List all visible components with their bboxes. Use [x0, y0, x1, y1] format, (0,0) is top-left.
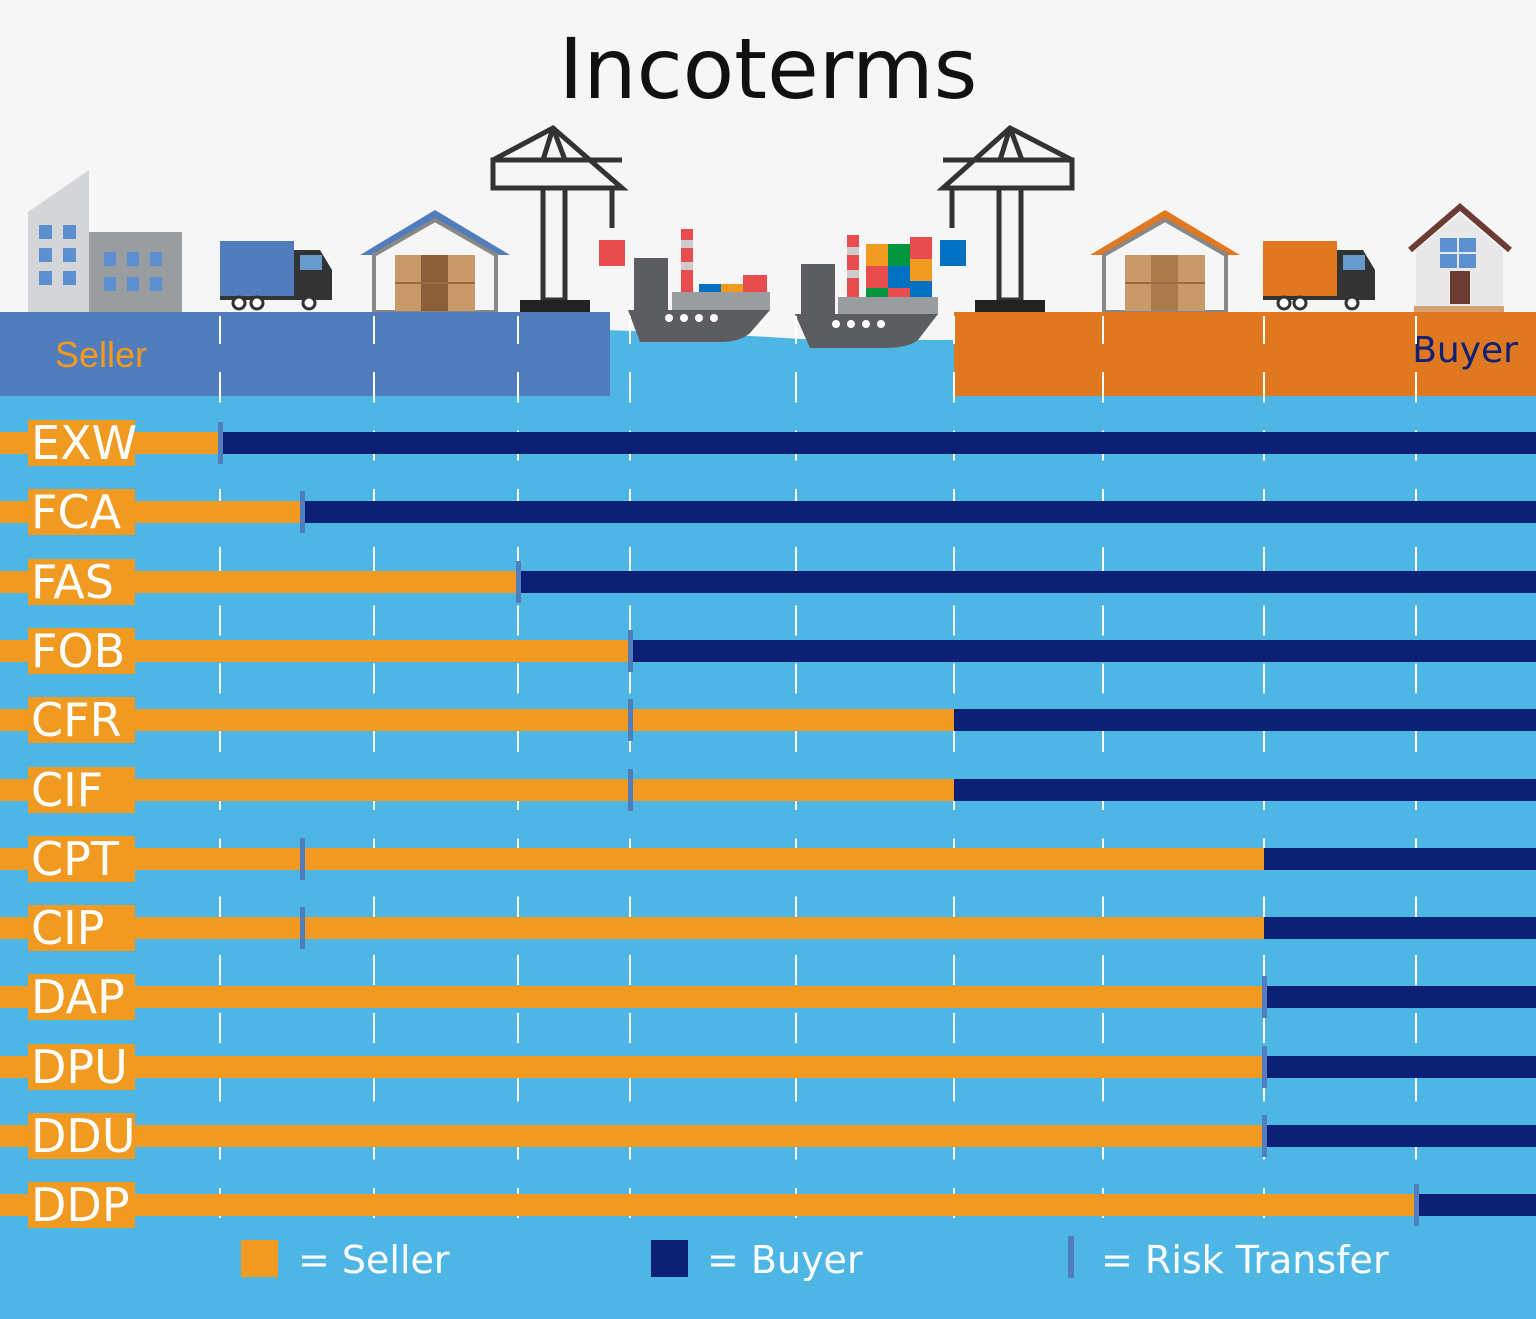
term-row-cif: CIF	[0, 766, 1536, 813]
buyer-responsibility-bar	[1264, 847, 1536, 870]
seller-responsibility-bar	[0, 986, 1264, 1009]
buyer-responsibility-bar	[1264, 1125, 1536, 1147]
ship-loading-icon	[628, 229, 770, 342]
term-row-fca: FCA	[0, 489, 1536, 536]
legend-risk-swatch	[1068, 1236, 1074, 1278]
legend-risk-label: = Risk Transfer	[1101, 1238, 1389, 1282]
risk-transfer-marker	[300, 907, 305, 950]
ship-transit-icon	[795, 235, 938, 348]
risk-transfer-marker	[516, 560, 521, 603]
term-row-ddu: DDU	[0, 1113, 1536, 1159]
stage-divider	[1102, 316, 1104, 1236]
term-code: CPT	[28, 835, 135, 882]
export-truck-icon	[220, 241, 332, 311]
term-code: EXW	[28, 420, 137, 466]
buyer-house-icon	[1408, 203, 1512, 312]
risk-transfer-marker	[218, 422, 223, 464]
import-port-crane-icon	[936, 124, 1075, 312]
seller-responsibility-bar	[0, 847, 1264, 870]
seller-responsibility-bar	[0, 1125, 1264, 1147]
legend-buyer-swatch	[651, 1240, 688, 1277]
seller-responsibility-bar	[0, 917, 1264, 940]
term-code: CFR	[28, 697, 135, 744]
risk-transfer-marker	[628, 629, 633, 672]
term-code: FAS	[28, 558, 135, 605]
term-code: DAP	[28, 974, 135, 1021]
buyer-responsibility-bar	[518, 570, 1536, 593]
term-row-ddp: DDP	[0, 1182, 1536, 1229]
logistics-illustration	[28, 124, 1512, 400]
risk-transfer-marker	[628, 768, 633, 811]
term-code: CIP	[28, 905, 135, 952]
seller-responsibility-bar	[0, 778, 954, 801]
stage-divider	[1263, 316, 1265, 1236]
import-warehouse-icon	[1090, 210, 1240, 314]
term-row-cip: CIP	[0, 905, 1536, 952]
buyer-responsibility-bar	[302, 501, 1536, 524]
stage-divider	[795, 316, 797, 1236]
seller-responsibility-bar	[0, 709, 954, 732]
buyer-responsibility-bar	[1416, 1194, 1536, 1217]
seller-responsibility-bar	[0, 1194, 1416, 1217]
term-row-dap: DAP	[0, 974, 1536, 1021]
stage-divider	[1415, 316, 1417, 1236]
stage-divider	[373, 316, 375, 1236]
buyer-responsibility-bar	[1264, 917, 1536, 940]
stage-divider	[953, 316, 955, 1236]
term-code: DDP	[28, 1182, 135, 1229]
term-row-cpt: CPT	[0, 835, 1536, 882]
buyer-responsibility-bar	[220, 432, 1536, 454]
term-code: FOB	[28, 627, 135, 674]
buyer-zone-label: Buyer	[1412, 330, 1518, 371]
term-code: CIF	[28, 766, 135, 813]
term-code: DPU	[28, 1043, 135, 1090]
buyer-responsibility-bar	[1264, 986, 1536, 1009]
term-code: DDU	[28, 1113, 136, 1159]
buyer-zone	[954, 312, 1536, 396]
seller-zone-label: Seller	[55, 334, 148, 375]
term-row-cfr: CFR	[0, 697, 1536, 744]
risk-transfer-marker	[300, 837, 305, 880]
legend-seller-label: = Seller	[298, 1238, 450, 1282]
risk-transfer-marker	[628, 699, 633, 742]
export-port-crane-icon	[490, 124, 629, 312]
import-truck-icon	[1263, 241, 1375, 311]
buyer-responsibility-bar	[1264, 1055, 1536, 1078]
risk-transfer-marker	[1262, 1115, 1267, 1157]
term-row-fob: FOB	[0, 627, 1536, 674]
risk-transfer-marker	[1414, 1184, 1419, 1227]
seller-responsibility-bar	[0, 639, 630, 662]
term-row-dpu: DPU	[0, 1043, 1536, 1090]
term-row-fas: FAS	[0, 558, 1536, 605]
term-row-exw: EXW	[0, 420, 1536, 466]
factory-icon	[28, 170, 182, 312]
page-title: Incoterms	[558, 20, 978, 118]
term-code: FCA	[28, 489, 135, 536]
risk-transfer-marker	[1262, 1045, 1267, 1088]
legend-seller-swatch	[241, 1240, 278, 1277]
seller-responsibility-bar	[0, 1055, 1264, 1078]
stage-divider	[517, 316, 519, 1236]
buyer-responsibility-bar	[630, 639, 1536, 662]
risk-transfer-marker	[1262, 976, 1267, 1019]
risk-transfer-marker	[300, 491, 305, 534]
legend-buyer-label: = Buyer	[707, 1238, 863, 1282]
export-warehouse-icon	[360, 210, 510, 314]
buyer-responsibility-bar	[954, 778, 1536, 801]
buyer-responsibility-bar	[954, 709, 1536, 732]
seller-zone	[0, 312, 610, 396]
stage-divider	[219, 316, 221, 1236]
